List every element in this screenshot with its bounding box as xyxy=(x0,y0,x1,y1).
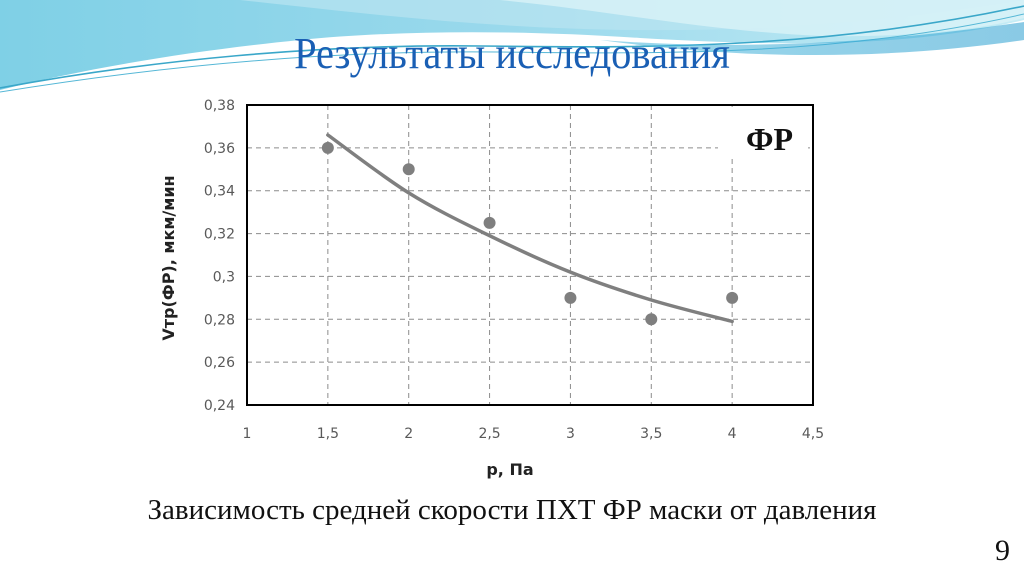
y-tick-label: 0,38 xyxy=(204,98,235,114)
x-tick-label: 3 xyxy=(566,426,575,442)
data-point xyxy=(402,163,415,176)
x-tick-label: 2 xyxy=(404,426,413,442)
chart-annotation: ФР xyxy=(746,121,793,157)
y-tick-label: 0,3 xyxy=(213,269,235,285)
x-axis-label: p, Па xyxy=(486,460,533,479)
x-tick-label: 1,5 xyxy=(317,426,339,442)
y-tick-label: 0,32 xyxy=(204,227,235,243)
annotation-bg xyxy=(718,107,808,159)
plot-frame xyxy=(246,104,814,406)
x-tick-label: 4,5 xyxy=(802,426,824,442)
data-point xyxy=(726,291,739,304)
y-tick-label: 0,36 xyxy=(204,141,235,157)
page-number: 9 xyxy=(995,534,1010,567)
x-tick-label: 2,5 xyxy=(478,426,500,442)
x-tick-label: 1 xyxy=(243,426,252,442)
y-tick-label: 0,34 xyxy=(204,184,235,200)
header-wave-decoration xyxy=(0,0,1024,93)
y-tick-label: 0,26 xyxy=(204,355,235,371)
data-point xyxy=(483,216,496,229)
trend-line xyxy=(326,133,734,324)
scatter-chart: 0,24 0,26 0,28 0,3 0,32 0,34 0,36 0,38 1 1,5 2 2,5 3… xyxy=(159,98,824,479)
chart-caption: Зависимость средней скорости ПХТ ФР маск… xyxy=(147,494,877,526)
chart-panel: 0,24 0,26 0,28 0,3 0,32 0,34 0,36 0,38 1 1,5 2 2,5 3… xyxy=(152,92,860,490)
y-tick-label: 0,28 xyxy=(204,312,235,328)
slide-title: Результаты исследования xyxy=(294,29,730,78)
y-axis-label: Vтр(ФР), мкм/мин xyxy=(159,175,178,340)
data-point xyxy=(321,141,334,154)
x-tick-label: 4 xyxy=(728,426,737,442)
x-tick-label: 3,5 xyxy=(640,426,662,442)
data-point xyxy=(564,291,577,304)
y-tick-label: 0,24 xyxy=(204,398,235,414)
data-point xyxy=(645,313,658,326)
